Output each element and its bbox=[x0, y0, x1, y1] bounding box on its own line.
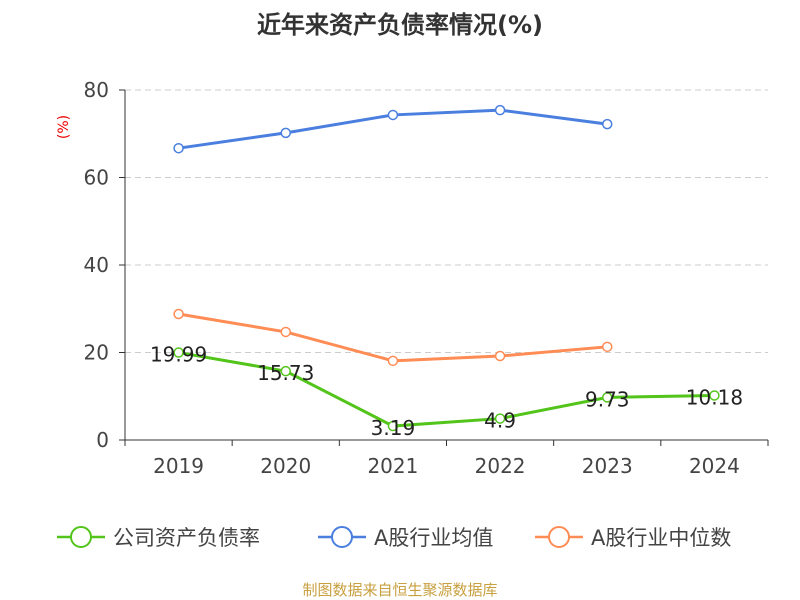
data-point[interactable] bbox=[280, 365, 291, 377]
data-label: 19.99 bbox=[150, 343, 207, 367]
data-label: 10.18 bbox=[686, 385, 743, 409]
data-point[interactable] bbox=[494, 413, 506, 424]
x-tick-label: 2021 bbox=[367, 454, 418, 478]
data-point[interactable] bbox=[280, 326, 291, 338]
y-tick-label: 80 bbox=[84, 78, 109, 102]
data-point[interactable] bbox=[602, 392, 613, 403]
series-0: 19.99 15.73 3.19 4.9 9.73 10.18 bbox=[150, 343, 743, 441]
series-2 bbox=[173, 308, 613, 367]
data-label: 4.9 bbox=[484, 409, 516, 433]
x-tick-label: 2022 bbox=[475, 454, 526, 478]
data-point[interactable] bbox=[494, 104, 506, 116]
data-point[interactable] bbox=[173, 347, 184, 358]
series-line bbox=[178, 312, 608, 363]
y-tick-label: 40 bbox=[84, 253, 109, 277]
legend-label: A股行业中位数 bbox=[591, 526, 731, 550]
y-tick-label: 60 bbox=[84, 166, 109, 190]
x-tick-label: 2019 bbox=[153, 454, 204, 478]
source-note: 制图数据来自恒生聚源数据库 bbox=[302, 581, 497, 599]
legend-circle-icon bbox=[70, 526, 92, 548]
data-point[interactable] bbox=[602, 341, 613, 353]
data-label: 3.19 bbox=[371, 416, 416, 440]
data-label: 15.73 bbox=[257, 361, 314, 385]
data-point[interactable] bbox=[387, 355, 399, 367]
series-1 bbox=[173, 104, 613, 154]
y-tick-label: 20 bbox=[84, 341, 109, 365]
chart-title: 近年来资产负债率情况(%) bbox=[257, 11, 543, 39]
data-point[interactable] bbox=[280, 127, 291, 139]
legend-circle-icon bbox=[331, 526, 353, 548]
x-tick-label: 2020 bbox=[260, 454, 311, 478]
data-label: 9.73 bbox=[585, 387, 630, 411]
legend-item-0[interactable]: 公司资产负债率 bbox=[57, 526, 260, 550]
y-axis-label: (%) bbox=[56, 115, 72, 139]
data-point[interactable] bbox=[173, 142, 184, 154]
data-point[interactable] bbox=[494, 350, 506, 362]
data-point[interactable] bbox=[602, 118, 613, 130]
x-tick-label: 2023 bbox=[582, 454, 633, 478]
data-point[interactable] bbox=[709, 390, 720, 401]
data-point[interactable] bbox=[387, 109, 399, 121]
x-tick-label: 2024 bbox=[689, 454, 740, 478]
legend-circle-icon bbox=[548, 526, 570, 548]
legend-item-2[interactable]: A股行业中位数 bbox=[535, 526, 731, 550]
y-tick-label: 0 bbox=[96, 428, 109, 452]
data-point[interactable] bbox=[173, 308, 184, 320]
legend-item-1[interactable]: A股行业均值 bbox=[318, 526, 493, 550]
legend-label: A股行业均值 bbox=[374, 526, 493, 550]
legend-label: 公司资产负债率 bbox=[113, 526, 260, 550]
series-line bbox=[178, 351, 715, 428]
data-point[interactable] bbox=[387, 420, 399, 432]
